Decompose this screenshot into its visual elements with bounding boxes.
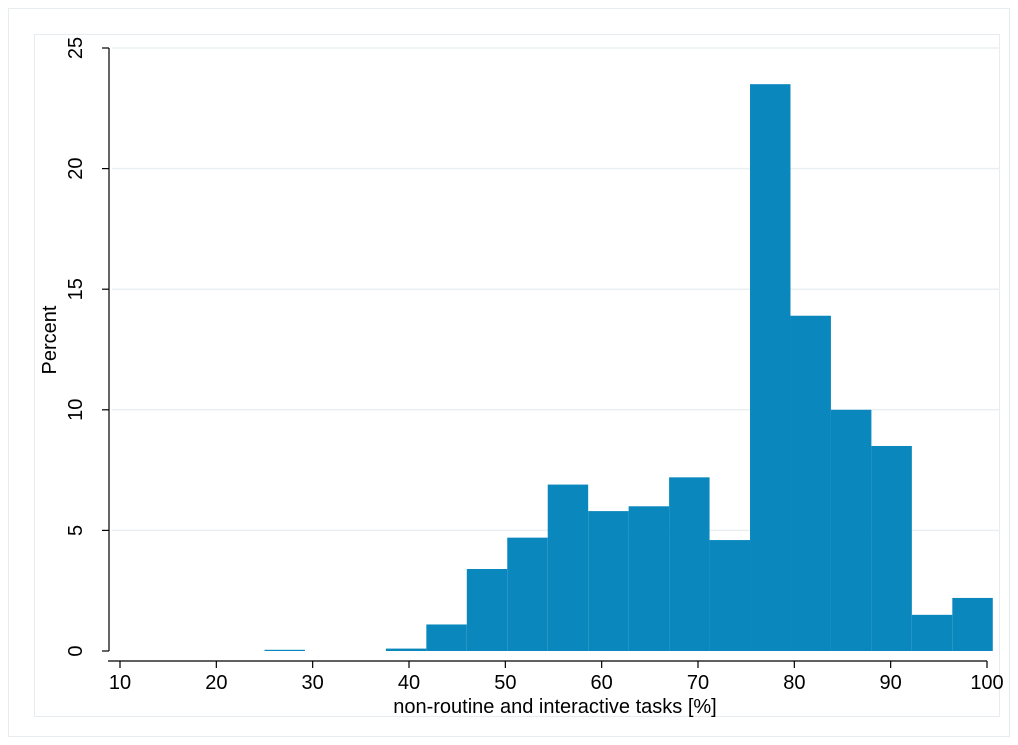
x-axis-title: non-routine and interactive tasks [%]: [393, 696, 717, 718]
y-tick-label: 0: [65, 645, 87, 656]
x-tick-label: 60: [591, 672, 613, 694]
x-tick-label: 70: [687, 672, 709, 694]
outer-frame: [8, 8, 1010, 737]
y-tick-label: 25: [65, 37, 87, 59]
histogram-bar: [911, 614, 953, 651]
histogram-bar: [790, 315, 831, 651]
histogram-bar: [952, 597, 993, 651]
x-tick-label: 100: [970, 672, 1003, 694]
axes: 0 5 10 15 20 25 10 20 30 40 50 60 70 80 90 100: [65, 37, 1004, 694]
x-tick-label: 10: [109, 672, 131, 694]
x-tick-label: 30: [302, 672, 324, 694]
x-tick-label: 20: [205, 672, 227, 694]
x-tick-label: 40: [398, 672, 420, 694]
histogram-bar: [871, 445, 912, 651]
histogram-bar: [507, 537, 548, 651]
y-axis-title: Percent: [39, 305, 61, 374]
histogram-bar: [466, 568, 508, 651]
y-tick-label: 15: [65, 278, 87, 300]
bars: [264, 84, 993, 652]
y-tick-label: 20: [65, 157, 87, 179]
histogram-bar: [628, 506, 670, 651]
histogram-bar: [547, 484, 589, 651]
y-tick-label: 10: [65, 399, 87, 421]
histogram-bar: [709, 540, 751, 651]
histogram-bar: [588, 511, 629, 651]
histogram-bar: [385, 648, 427, 651]
y-tick-label: 5: [65, 525, 87, 536]
histogram-bar: [264, 649, 305, 651]
x-tick-label: 80: [783, 672, 805, 694]
histogram-bar: [830, 409, 872, 651]
x-tick-label: 50: [494, 672, 516, 694]
x-tick-label: 90: [880, 672, 902, 694]
plot-region: [34, 34, 1000, 717]
histogram-bar: [426, 624, 467, 651]
histogram-bar: [669, 477, 710, 651]
histogram-bar: [750, 84, 791, 652]
